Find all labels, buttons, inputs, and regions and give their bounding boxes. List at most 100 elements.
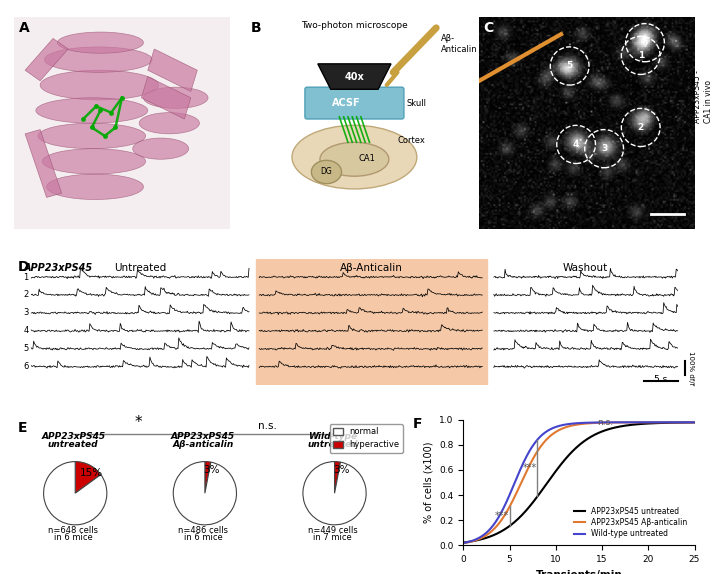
APP23xPS45 untreated (570, 446, 579, 453)
Text: Aβ-anticalin: Aβ-anticalin (173, 440, 233, 449)
Text: in 7 mice: in 7 mice (313, 533, 352, 542)
Bar (256, 259, 487, 385)
Text: APP23xPS45: APP23xPS45 (42, 432, 105, 441)
APP23xPS45 Aβ-anticalin (569, 422, 578, 429)
Text: 2: 2 (23, 290, 29, 300)
Line: APP23xPS45 untreated: APP23xPS45 untreated (463, 422, 695, 542)
APP23xPS45 Aβ-anticalin (459, 540, 468, 546)
APP23xPS45 untreated (459, 539, 468, 546)
Text: Washout: Washout (563, 263, 609, 273)
Text: ***: *** (523, 463, 537, 473)
Text: n=486 cells: n=486 cells (178, 526, 228, 534)
Polygon shape (25, 130, 62, 197)
Text: B: B (251, 21, 262, 36)
Wild-type untreated (596, 419, 605, 426)
Polygon shape (318, 64, 391, 90)
Text: A: A (19, 21, 29, 36)
Text: 3: 3 (601, 144, 607, 153)
Ellipse shape (44, 47, 152, 72)
Text: 1: 1 (23, 273, 29, 281)
Text: 6: 6 (642, 38, 648, 47)
Ellipse shape (139, 113, 200, 134)
Polygon shape (147, 49, 198, 91)
APP23xPS45 Aβ-anticalin (649, 419, 657, 426)
Ellipse shape (320, 142, 389, 176)
APP23xPS45 Aβ-anticalin (684, 419, 693, 426)
Text: untreated: untreated (307, 440, 358, 449)
Ellipse shape (311, 160, 342, 184)
Ellipse shape (47, 174, 143, 200)
APP23xPS45 untreated (684, 419, 693, 426)
Text: E: E (18, 421, 28, 435)
Text: Untreated: Untreated (114, 263, 166, 273)
Text: APP23xPS45 -
CA1 in vivo: APP23xPS45 - CA1 in vivo (693, 71, 713, 123)
Legend: APP23xPS45 untreated, APP23xPS45 Aβ-anticalin, Wild-type untreated: APP23xPS45 untreated, APP23xPS45 Aβ-anti… (571, 504, 691, 541)
Text: 100% df/f: 100% df/f (687, 351, 694, 385)
Wild-type untreated (570, 420, 579, 427)
APP23xPS45 Aβ-anticalin (596, 419, 605, 426)
Text: ***: *** (495, 511, 509, 521)
Ellipse shape (292, 125, 417, 189)
Y-axis label: % of cells (x100): % of cells (x100) (424, 442, 434, 523)
Text: F: F (412, 417, 422, 431)
Text: 2: 2 (637, 123, 644, 132)
Text: Aβ-
Anticalin: Aβ- Anticalin (440, 34, 477, 53)
Text: D: D (18, 261, 29, 274)
Polygon shape (25, 38, 68, 81)
Text: 4: 4 (573, 140, 579, 149)
APP23xPS45 untreated (569, 447, 578, 454)
Polygon shape (141, 76, 191, 119)
APP23xPS45 untreated (584, 435, 593, 442)
Legend: normal, hyperactive: normal, hyperactive (329, 424, 403, 453)
Text: in 6 mice: in 6 mice (183, 533, 222, 542)
APP23xPS45 Aβ-anticalin (584, 420, 593, 427)
Text: in 6 mice: in 6 mice (54, 533, 92, 542)
Text: 5 s: 5 s (654, 375, 667, 384)
Ellipse shape (38, 123, 145, 149)
Polygon shape (342, 64, 367, 90)
FancyBboxPatch shape (305, 87, 404, 119)
Ellipse shape (42, 149, 145, 174)
Line: Wild-type untreated: Wild-type untreated (463, 422, 695, 543)
Text: 40x: 40x (344, 72, 364, 82)
Text: DG: DG (321, 168, 332, 176)
APP23xPS45 Aβ-anticalin (690, 419, 699, 426)
Text: Aβ-Anticalin: Aβ-Anticalin (340, 263, 403, 273)
Wild-type untreated (684, 419, 693, 426)
Text: 3: 3 (23, 308, 29, 317)
Text: Cortex: Cortex (397, 135, 425, 145)
APP23xPS45 untreated (596, 428, 605, 435)
Text: untreated: untreated (48, 440, 99, 449)
Text: C: C (483, 21, 494, 36)
Text: n.s.: n.s. (258, 421, 277, 431)
APP23xPS45 untreated (649, 420, 657, 426)
Ellipse shape (36, 98, 147, 123)
Wild-type untreated (690, 419, 699, 426)
Wild-type untreated (584, 419, 593, 426)
Text: 1: 1 (637, 51, 644, 60)
Text: n.s.: n.s. (597, 418, 614, 427)
Wild-type untreated (649, 419, 657, 426)
Text: CA1: CA1 (359, 154, 376, 162)
Ellipse shape (57, 32, 143, 53)
Text: Two-photon microscope: Two-photon microscope (301, 21, 408, 30)
APP23xPS45 Aβ-anticalin (570, 421, 579, 428)
Text: Wild-type: Wild-type (308, 432, 357, 441)
Text: 5: 5 (23, 344, 29, 353)
APP23xPS45 untreated (690, 419, 699, 426)
Text: APP23xPS45: APP23xPS45 (23, 263, 92, 273)
Text: n=449 cells: n=449 cells (308, 526, 357, 534)
Text: n=648 cells: n=648 cells (48, 526, 98, 534)
Text: ACSF: ACSF (332, 98, 360, 108)
Text: Skull: Skull (406, 99, 426, 107)
Ellipse shape (132, 138, 189, 159)
Text: 6: 6 (23, 362, 29, 371)
Text: APP23xPS45: APP23xPS45 (171, 432, 235, 441)
Ellipse shape (143, 87, 208, 108)
Line: APP23xPS45 Aβ-anticalin: APP23xPS45 Aβ-anticalin (463, 422, 695, 543)
Wild-type untreated (569, 420, 578, 427)
Text: 4: 4 (23, 327, 29, 335)
Wild-type untreated (459, 540, 468, 546)
X-axis label: Transients/min: Transients/min (536, 569, 622, 574)
Text: *: * (135, 416, 142, 430)
